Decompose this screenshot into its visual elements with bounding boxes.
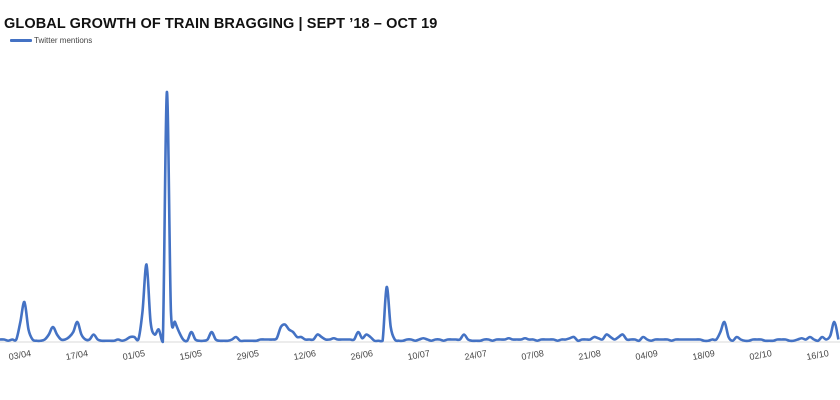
x-tick-label: 16/10 — [806, 348, 830, 362]
legend-swatch — [10, 39, 32, 42]
x-tick-label: 10/07 — [407, 348, 431, 362]
series-line-twitter-mentions — [0, 90, 840, 344]
x-tick-label: 07/08 — [521, 348, 545, 362]
x-tick-label: 01/05 — [122, 348, 146, 362]
x-tick-label: 12/06 — [293, 348, 317, 362]
legend: Twitter mentions — [10, 36, 92, 45]
chart-title: GLOBAL GROWTH OF TRAIN BRAGGING | SEPT ’… — [4, 16, 438, 32]
x-tick-label: 04/09 — [635, 348, 659, 362]
legend-label: Twitter mentions — [34, 36, 93, 45]
x-tick-label: 21/08 — [578, 348, 602, 362]
x-tick-label: 02/10 — [749, 348, 773, 362]
x-tick-label: 03/04 — [8, 348, 32, 362]
x-tick-label: 17/04 — [65, 348, 89, 362]
x-tick-label: 18/09 — [692, 348, 716, 362]
x-tick-label: 15/05 — [179, 348, 203, 362]
x-tick-label: 24/07 — [464, 348, 488, 362]
x-tick-label: 26/06 — [350, 348, 374, 362]
x-tick-label: 29/05 — [236, 348, 260, 362]
